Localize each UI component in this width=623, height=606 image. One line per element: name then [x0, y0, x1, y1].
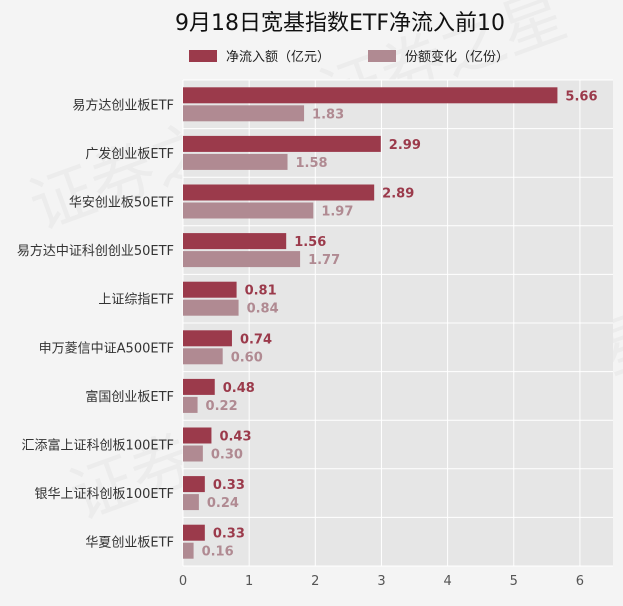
- category-label: 华安创业板50ETF: [69, 196, 174, 211]
- value-label-net-inflow: 0.43: [219, 430, 251, 445]
- legend-swatch-net-inflow: [189, 50, 217, 62]
- bar-net-inflow: [183, 330, 232, 347]
- x-tick-label: 6: [576, 574, 584, 589]
- category-label: 上证综指ETF: [98, 293, 174, 308]
- x-tick-label: 1: [245, 574, 253, 589]
- bar-share-change: [183, 445, 203, 462]
- value-label-net-inflow: 2.89: [382, 187, 414, 202]
- bar-net-inflow: [183, 135, 381, 152]
- x-tick-label: 2: [311, 574, 319, 589]
- bar-net-inflow: [183, 184, 375, 201]
- bar-share-change: [183, 251, 301, 268]
- bar-share-change: [183, 153, 288, 170]
- category-label: 富国创业板ETF: [85, 389, 174, 405]
- value-label-net-inflow: 0.33: [213, 478, 245, 493]
- category-label: 易方达中证科创创业50ETF: [17, 243, 174, 259]
- bar-share-change: [183, 494, 199, 511]
- bar-share-change: [183, 202, 314, 219]
- category-label: 银华上证科创板100ETF: [35, 487, 174, 502]
- category-label: 广发创业板ETF: [85, 146, 174, 162]
- category-label: 申万菱信中证A500ETF: [39, 341, 174, 356]
- chart-title: 9月18日宽基指数ETF净流入前10: [175, 11, 505, 36]
- bar-net-inflow: [183, 281, 237, 298]
- bar-net-inflow: [183, 524, 205, 541]
- bar-net-inflow: [183, 233, 287, 250]
- value-label-share-change: 0.60: [231, 350, 263, 365]
- value-label-share-change: 1.58: [296, 156, 328, 171]
- bar-net-inflow: [183, 87, 558, 104]
- bar-net-inflow: [183, 476, 205, 493]
- value-label-net-inflow: 5.66: [565, 89, 597, 104]
- legend-label-share-change: 份额变化（亿份）: [405, 49, 509, 65]
- bar-share-change: [183, 299, 239, 316]
- x-tick-label: 5: [510, 574, 518, 589]
- bar-share-change: [183, 396, 198, 413]
- value-label-share-change: 0.30: [211, 448, 243, 463]
- value-label-share-change: 0.16: [202, 545, 234, 560]
- value-label-share-change: 1.77: [308, 253, 340, 268]
- bar-share-change: [183, 348, 223, 365]
- value-label-net-inflow: 2.99: [389, 138, 421, 153]
- value-label-share-change: 1.97: [321, 205, 353, 220]
- x-tick-label: 4: [443, 574, 451, 589]
- legend: 净流入额（亿元） 份额变化（亿份）: [189, 49, 509, 65]
- x-tick-label: 0: [179, 574, 187, 589]
- value-label-net-inflow: 0.81: [245, 284, 277, 299]
- x-tick-labels: 0 1 2 3 4 5 6: [179, 574, 584, 589]
- legend-swatch-share-change: [368, 50, 396, 62]
- category-label: 汇添富上证科创板100ETF: [22, 438, 174, 454]
- value-labels: 5.66 1.83 2.99 1.58 2.89 1.97 1.56 1.77 0.81 0.84…: [202, 89, 598, 559]
- category-labels: 易方达创业板ETF 广发创业板ETF 华安创业板50ETF 易方达中证科创创业50ET…: [17, 97, 174, 550]
- category-label: 易方达创业板ETF: [72, 97, 174, 113]
- value-label-share-change: 0.84: [247, 302, 279, 317]
- value-label-share-change: 1.83: [312, 107, 344, 122]
- value-label-share-change: 0.24: [207, 496, 239, 511]
- legend-label-net-inflow: 净流入额（亿元）: [226, 50, 330, 65]
- bar-share-change: [183, 542, 194, 559]
- bar-net-inflow: [183, 427, 212, 444]
- value-label-net-inflow: 0.74: [240, 332, 272, 347]
- bar-net-inflow: [183, 378, 215, 395]
- bars: [183, 87, 558, 559]
- value-label-net-inflow: 0.33: [213, 527, 245, 542]
- bar-share-change: [183, 105, 305, 122]
- value-label-share-change: 0.22: [206, 399, 238, 414]
- category-label: 华夏创业板ETF: [85, 536, 174, 551]
- value-label-net-inflow: 0.48: [223, 381, 255, 396]
- x-tick-label: 3: [377, 574, 385, 589]
- value-label-net-inflow: 1.56: [294, 235, 326, 250]
